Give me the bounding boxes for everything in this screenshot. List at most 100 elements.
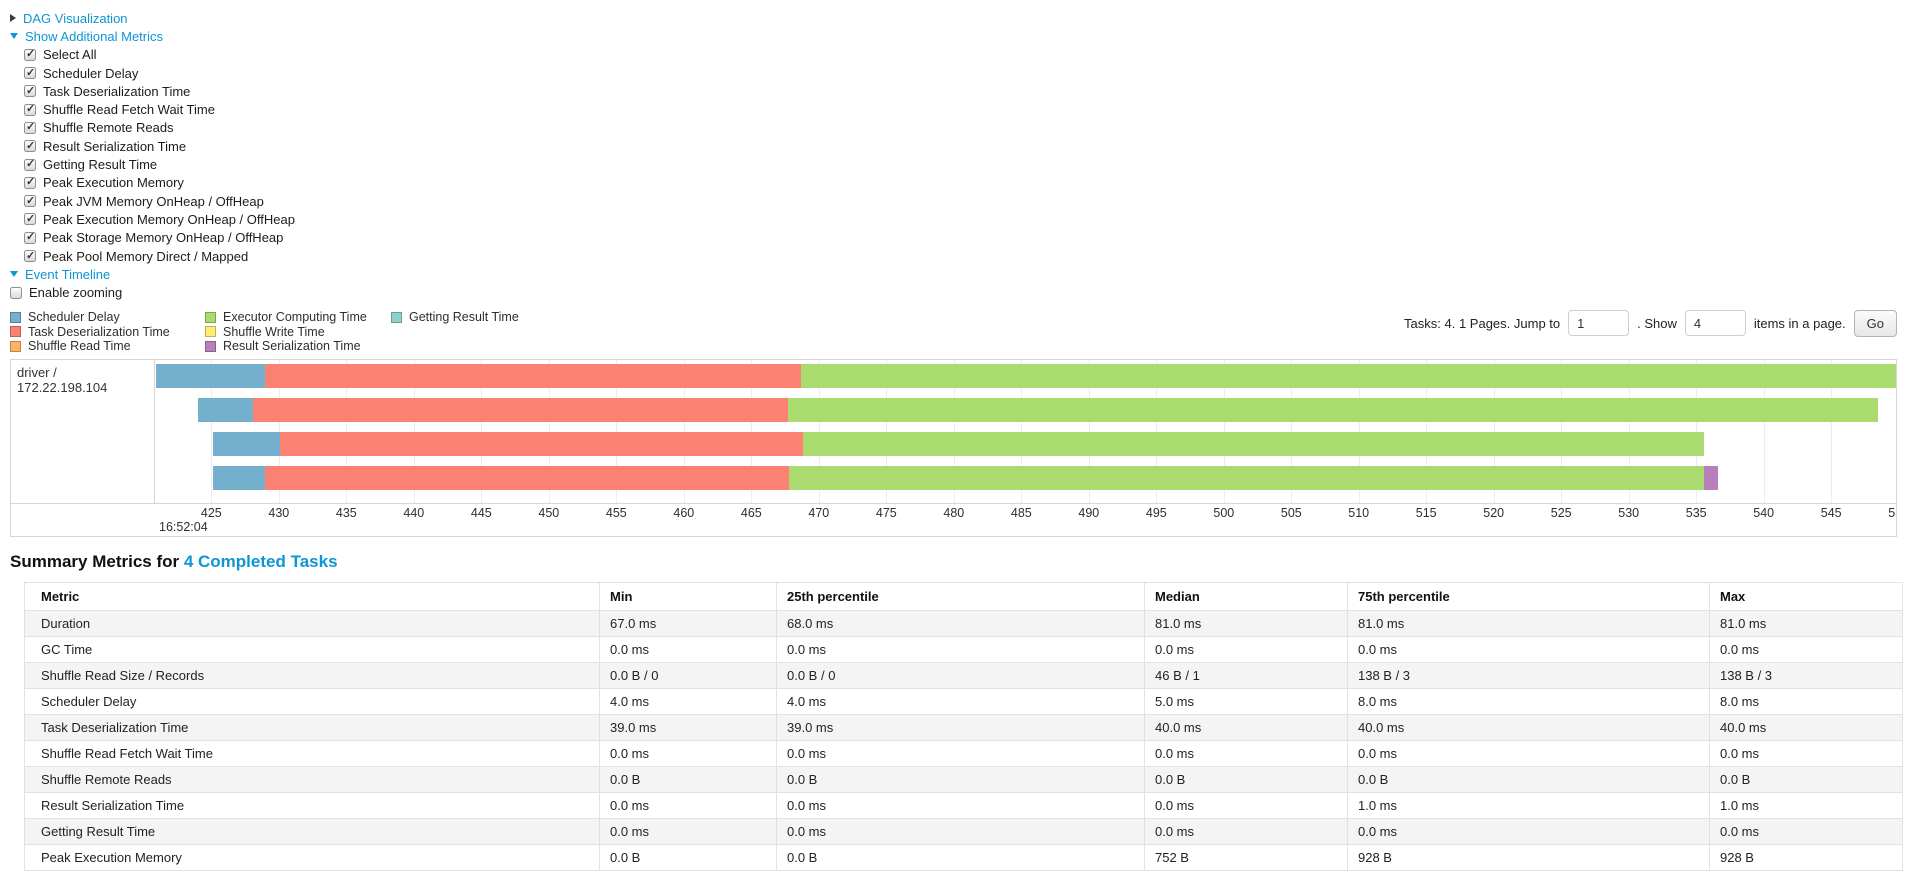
- task-bar-segment-executor-computing[interactable]: [789, 465, 1705, 490]
- metric-checkbox[interactable]: [24, 175, 36, 189]
- table-row: GC Time 0.0 ms 0.0 ms 0.0 ms 0.0 ms 0.0 ms: [24, 635, 1903, 663]
- metric-checkbox[interactable]: [24, 102, 36, 116]
- task-bar-segment-scheduler-delay[interactable]: [212, 431, 281, 456]
- metric-checkbox-row[interactable]: Result Serialization Time: [24, 137, 1907, 155]
- completed-tasks-link[interactable]: 4 Completed Tasks: [183, 551, 338, 571]
- timeline-gridline: [1763, 359, 1765, 503]
- timeline-tick-label: 490: [1078, 505, 1100, 520]
- timeline-gridline: [1561, 359, 1563, 503]
- legend-color-swatch: [205, 340, 216, 352]
- timeline-tick-label: 510: [1348, 505, 1370, 520]
- metric-value-cell: 1.0 ms: [1709, 791, 1903, 819]
- task-bar-segment-task-deserialization[interactable]: [280, 431, 803, 456]
- metric-checkbox[interactable]: [24, 157, 36, 171]
- timeline-gridline: [751, 359, 753, 503]
- legend-item: Shuffle Read Time: [10, 339, 170, 354]
- show-additional-metrics-label: Show Additional Metrics: [25, 28, 164, 44]
- legend-item: Result Serialization Time: [205, 339, 367, 354]
- metric-checkbox[interactable]: [24, 249, 36, 262]
- metric-name-cell: Duration: [24, 609, 600, 637]
- dag-visualization-toggle[interactable]: DAG Visualization: [10, 9, 1907, 27]
- items-per-page-text: items in a page.: [1753, 315, 1846, 331]
- timeline-tick-label: 435: [335, 505, 357, 520]
- task-bar-segment-executor-computing[interactable]: [787, 397, 1879, 422]
- timeline-gridline: [886, 359, 888, 503]
- metric-checkbox[interactable]: [24, 47, 36, 61]
- metric-checkbox-row[interactable]: Shuffle Read Fetch Wait Time: [24, 100, 1907, 118]
- metric-value-cell: 67.0 ms: [599, 609, 777, 637]
- metric-checkbox-row[interactable]: Shuffle Remote Reads: [24, 119, 1907, 137]
- metric-checkbox-row[interactable]: Peak Storage Memory OnHeap / OffHeap: [24, 229, 1907, 247]
- legend-label: Scheduler Delay: [28, 310, 120, 325]
- task-bar-segment-result-serialization[interactable]: [1704, 465, 1718, 490]
- metric-value-cell: 4.0 ms: [776, 687, 1145, 715]
- task-pagination: Tasks: 4. 1 Pages. Jump to . Show items …: [1404, 309, 1897, 337]
- event-timeline-toggle[interactable]: Event Timeline: [10, 265, 1907, 283]
- metric-checkbox[interactable]: [24, 139, 36, 153]
- metric-checkbox-row[interactable]: Task Deserialization Time: [24, 82, 1907, 100]
- metric-value-cell: 4.0 ms: [599, 687, 777, 715]
- metric-checkbox-row[interactable]: Peak Pool Memory Direct / Mapped: [24, 247, 1907, 265]
- task-bar-segment-executor-computing[interactable]: [802, 431, 1705, 456]
- metric-checkbox[interactable]: [24, 194, 36, 208]
- metric-checkbox[interactable]: [24, 84, 36, 98]
- timeline-tick-label: 455: [605, 505, 627, 520]
- metric-checkbox[interactable]: [24, 230, 36, 244]
- metric-name-cell: GC Time: [24, 635, 600, 663]
- enable-zooming-row[interactable]: Enable zooming: [10, 283, 1907, 301]
- expanded-arrow-icon: [10, 271, 18, 278]
- items-per-page-input[interactable]: [1684, 310, 1746, 337]
- metric-value-cell: 0.0 B: [599, 765, 777, 793]
- metric-value-cell: 40.0 ms: [1144, 713, 1348, 741]
- legend-item: Executor Computing Time: [205, 310, 367, 325]
- metric-value-cell: 0.0 B: [776, 765, 1145, 793]
- timeline-tick-label: 460: [673, 505, 695, 520]
- metric-checkbox-row[interactable]: Peak JVM Memory OnHeap / OffHeap: [24, 192, 1907, 210]
- task-bar-segment-scheduler-delay[interactable]: [156, 363, 266, 388]
- metric-value-cell: 0.0 ms: [1347, 739, 1710, 767]
- go-button[interactable]: Go: [1853, 309, 1897, 337]
- metric-value-cell: 1.0 ms: [1347, 791, 1710, 819]
- task-bar-segment-task-deserialization[interactable]: [265, 465, 790, 490]
- metric-checkbox-row[interactable]: Peak Execution Memory: [24, 174, 1907, 192]
- legend-column: Executor Computing Time Shuffle Write Tim…: [205, 310, 367, 354]
- metric-value-cell: 0.0 ms: [1144, 739, 1348, 767]
- task-bar-segment-scheduler-delay[interactable]: [197, 397, 254, 422]
- metric-value-cell: 0.0 ms: [776, 739, 1145, 767]
- metric-checkbox-row[interactable]: Getting Result Time: [24, 155, 1907, 173]
- event-timeline-chart: driver / 172.22.198.104 16:52:04 425 430 4…: [10, 358, 1897, 537]
- metric-checkbox-row[interactable]: Select All: [24, 46, 1907, 64]
- timeline-gridline: [1088, 359, 1090, 503]
- legend-label: Shuffle Write Time: [223, 324, 325, 339]
- task-bar-segment-task-deserialization[interactable]: [253, 397, 788, 422]
- metric-checkbox[interactable]: [24, 212, 36, 226]
- jump-to-page-input[interactable]: [1568, 310, 1630, 337]
- table-header-cell: 25th percentile: [776, 581, 1145, 611]
- timeline-tick-label: 470: [808, 505, 830, 520]
- show-text: . Show: [1637, 315, 1677, 331]
- metric-checkbox-label: Task Deserialization Time: [43, 83, 191, 99]
- task-bar-segment-task-deserialization[interactable]: [265, 363, 802, 388]
- timeline-tick-label: 535: [1685, 505, 1707, 520]
- metric-value-cell: 928 B: [1709, 843, 1903, 871]
- table-header-row: Metric Min 25th percentile Median 75th perce…: [24, 581, 1903, 611]
- timeline-gridline: [278, 359, 280, 503]
- metric-checkbox[interactable]: [24, 66, 36, 80]
- task-bar-segment-scheduler-delay[interactable]: [212, 465, 266, 490]
- enable-zooming-checkbox[interactable]: [10, 286, 22, 299]
- metric-checkbox-row[interactable]: Scheduler Delay: [24, 64, 1907, 82]
- timeline-major-time-label: 16:52:04: [159, 519, 208, 534]
- timeline-tick-label: 545: [1820, 505, 1842, 520]
- metric-value-cell: 0.0 ms: [1709, 739, 1903, 767]
- metric-value-cell: 8.0 ms: [1347, 687, 1710, 715]
- table-header-cell: Median: [1144, 581, 1348, 611]
- legend-color-swatch: [205, 326, 216, 338]
- metric-checkbox-row[interactable]: Peak Execution Memory OnHeap / OffHeap: [24, 210, 1907, 228]
- timeline-tick-label: 520: [1483, 505, 1505, 520]
- metric-checkbox[interactable]: [24, 120, 36, 134]
- timeline-gridline: [1628, 359, 1630, 503]
- task-bar-segment-executor-computing[interactable]: [801, 363, 1896, 388]
- legend-item: Getting Result Time: [391, 310, 519, 325]
- show-additional-metrics-toggle[interactable]: Show Additional Metrics: [10, 27, 1907, 45]
- timeline-tick-label: 480: [943, 505, 965, 520]
